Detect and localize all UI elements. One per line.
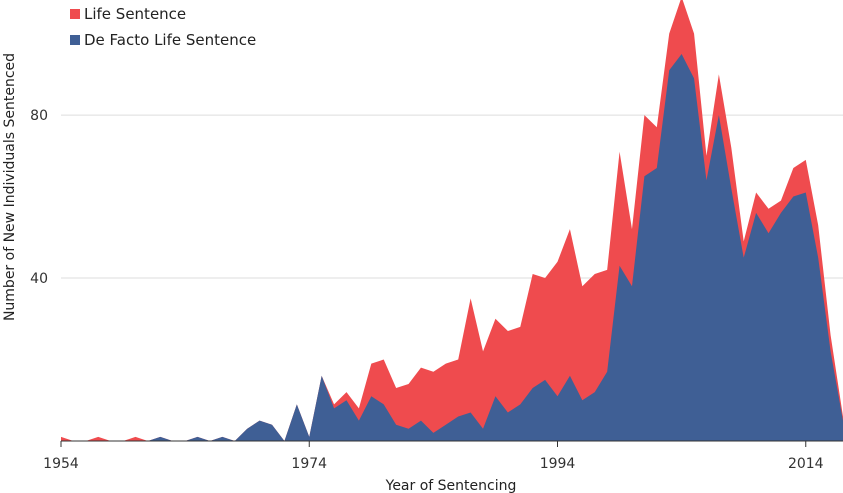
legend-swatch-de-facto-life-sentence <box>70 35 80 45</box>
x-tick-label-1974: 1974 <box>291 456 327 472</box>
y-tick-label-80: 80 <box>30 108 48 124</box>
y-axis-title: Number of New Individuals Sentenced <box>2 53 18 321</box>
y-tick-label-40: 40 <box>30 271 48 287</box>
area-de-facto-life-sentence <box>61 53 843 442</box>
stacked-areas <box>61 0 843 442</box>
y-axis-ticks: 40 80 <box>30 108 48 287</box>
x-tick-label-1954: 1954 <box>43 456 79 472</box>
legend-label-life-sentence: Life Sentence <box>84 5 186 23</box>
legend: Life Sentence De Facto Life Sentence <box>70 5 256 49</box>
legend-label-de-facto-life-sentence: De Facto Life Sentence <box>84 31 256 49</box>
x-tick-label-2014: 2014 <box>788 456 824 472</box>
legend-swatch-life-sentence <box>70 9 80 19</box>
x-axis-ticks: 1954 1974 1994 2014 <box>43 441 824 472</box>
x-tick-label-1994: 1994 <box>540 456 576 472</box>
x-axis-title: Year of Sentencing <box>385 478 517 493</box>
